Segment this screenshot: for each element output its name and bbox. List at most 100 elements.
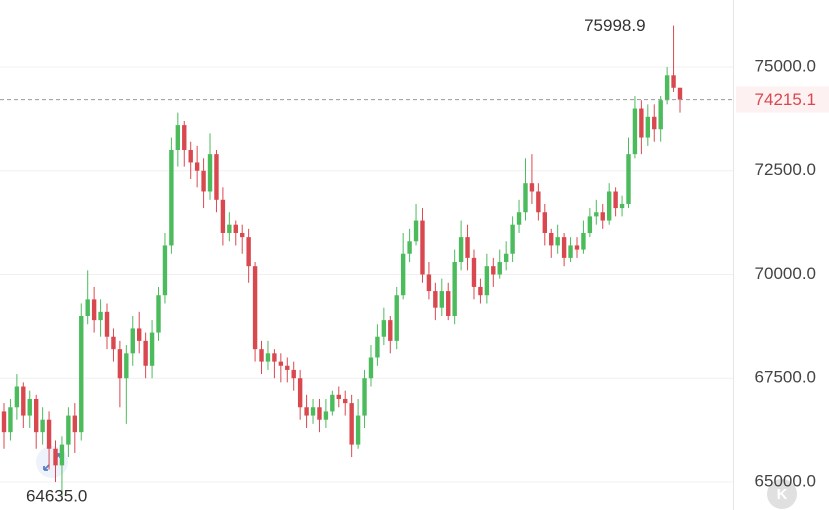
candle-body — [581, 232, 586, 250]
candle-body — [182, 125, 187, 150]
candle-body — [639, 108, 644, 138]
candle-body — [606, 191, 612, 221]
candle-body — [246, 237, 251, 267]
candle-body — [619, 203, 625, 209]
candle-body — [343, 398, 348, 404]
candle-body — [330, 394, 335, 412]
candle-body — [162, 245, 168, 296]
candle-body — [265, 353, 271, 362]
candle-body — [594, 212, 599, 217]
candle-body — [72, 415, 78, 433]
candle-body — [536, 191, 541, 213]
candle-body — [220, 199, 226, 233]
k-button[interactable]: K — [767, 479, 797, 509]
candle-body — [529, 183, 535, 192]
candle-body — [297, 378, 303, 408]
candle-body — [53, 448, 58, 466]
candle-body — [79, 315, 84, 433]
candle-body — [8, 407, 13, 433]
candle-body — [375, 336, 380, 358]
candle-body — [452, 262, 457, 316]
max-label: 75998.9 — [584, 16, 645, 35]
candle-body — [362, 378, 367, 416]
candle-body — [446, 291, 451, 316]
candle-body — [355, 415, 361, 445]
candle-body — [465, 237, 470, 258]
candle-body — [240, 232, 245, 238]
candle-body — [458, 237, 464, 263]
candle-body — [272, 353, 277, 362]
candle-body — [214, 154, 219, 200]
candle-body — [66, 415, 71, 445]
y-tick-label: 75000.0 — [755, 56, 816, 75]
candle-body — [21, 386, 26, 416]
candle-body — [420, 220, 425, 275]
candle-body — [85, 299, 90, 316]
min-label: 64635.0 — [26, 487, 87, 506]
candle-body — [14, 386, 20, 408]
candle-body — [516, 212, 522, 225]
candle-body — [137, 328, 142, 341]
candle-body — [169, 150, 174, 246]
candle-body — [156, 295, 161, 333]
candle-body — [91, 299, 97, 321]
candle-body — [613, 191, 618, 209]
last-price-bg — [736, 86, 829, 113]
candle-body — [104, 311, 110, 337]
candle-body — [194, 162, 200, 171]
candle-body — [632, 108, 638, 155]
candle-body — [413, 220, 419, 242]
candle-body — [291, 369, 296, 379]
candle-body — [207, 154, 213, 192]
candle-body — [388, 320, 393, 341]
candle-body — [252, 266, 258, 350]
y-tick-label: 70000.0 — [755, 264, 816, 283]
candle-body — [285, 365, 290, 370]
candle-body — [523, 183, 528, 213]
svg-text:K: K — [777, 486, 788, 503]
candle-body — [671, 75, 676, 88]
candle-body — [652, 116, 657, 130]
candle-body — [317, 407, 322, 420]
candle-body — [503, 253, 509, 263]
candle-body — [433, 291, 438, 308]
candle-body — [310, 407, 316, 416]
last-price-label: 74215.1 — [755, 90, 816, 109]
candle-body — [143, 340, 148, 366]
candle-body — [664, 75, 670, 101]
candle-body — [478, 286, 483, 296]
candle-body — [33, 398, 39, 433]
candle-body — [59, 444, 65, 466]
candle-body — [510, 224, 515, 254]
candle-body — [323, 411, 329, 420]
candle-body — [259, 349, 264, 362]
candle-body — [471, 257, 477, 287]
candle-body — [336, 394, 341, 399]
y-tick-label: 65000.0 — [755, 471, 816, 490]
candle-body — [555, 237, 560, 246]
candle-body — [1, 411, 7, 433]
candle-body — [587, 216, 593, 233]
candle-body — [491, 266, 496, 275]
candle-body — [574, 245, 580, 250]
candle-body — [394, 295, 399, 341]
candle-body — [677, 87, 683, 100]
y-tick-label: 72500.0 — [755, 160, 816, 179]
candle-body — [40, 419, 45, 433]
candle-body — [407, 241, 412, 254]
candle-body — [117, 349, 123, 379]
candle-body — [645, 116, 651, 138]
candle-body — [400, 253, 406, 296]
candle-body — [278, 361, 284, 366]
candle-body — [188, 150, 193, 163]
candle-body — [233, 224, 238, 233]
candle-body — [227, 224, 232, 233]
candle-body — [426, 274, 432, 292]
candle-body — [124, 353, 129, 379]
candle-body — [368, 357, 374, 379]
candle-body — [381, 320, 387, 337]
candle-body — [130, 328, 135, 354]
candle-body — [201, 170, 206, 192]
